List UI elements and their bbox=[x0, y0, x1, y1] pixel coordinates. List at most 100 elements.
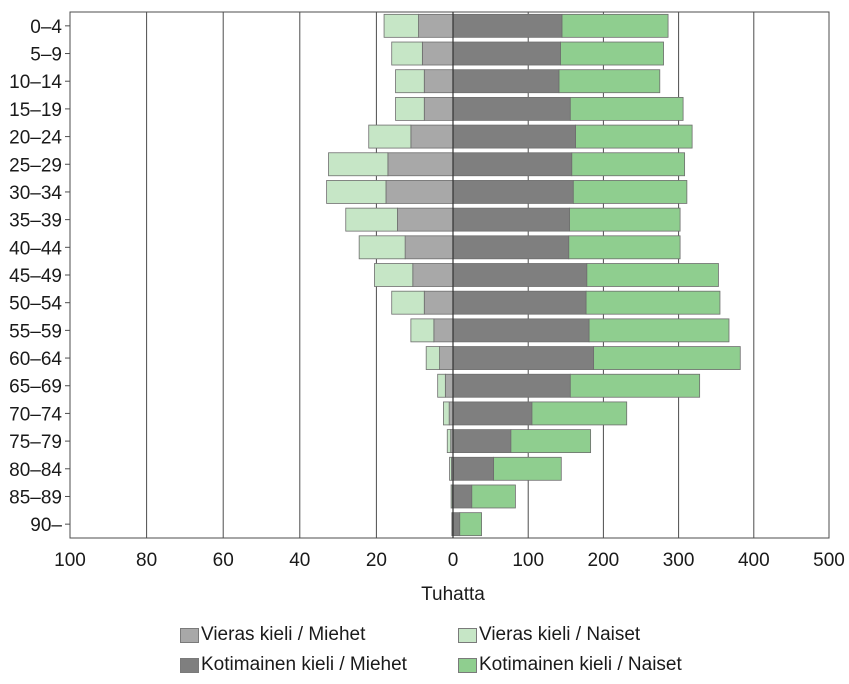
age-label-6: 30–34 bbox=[9, 183, 62, 204]
bar-right-green-age-4 bbox=[575, 124, 693, 149]
bar-left-grey-age-9 bbox=[412, 263, 454, 287]
bar-right-green-age-16 bbox=[493, 456, 562, 481]
age-label-2: 10–14 bbox=[9, 72, 62, 93]
x-tick-left-100: 100 bbox=[54, 550, 86, 571]
bar-left-grey-age-6 bbox=[385, 180, 454, 204]
bar-left-green-age-3 bbox=[395, 96, 425, 121]
age-label-16: 80–84 bbox=[9, 460, 62, 481]
age-label-11: 55–59 bbox=[9, 321, 62, 342]
legend-label-kotimainen-miehet: Kotimainen kieli / Miehet bbox=[201, 654, 407, 675]
population-pyramid-chart: 0–4 5–9 10–14 15–19 20–24 25–29 30–34 35–39 40–4… bbox=[9, 11, 845, 605]
bar-right-green-age-15 bbox=[510, 429, 592, 454]
legend-swatch-vieras-naiset bbox=[458, 627, 477, 643]
bar-left-grey-age-11 bbox=[433, 318, 454, 343]
bar-left-green-age-10 bbox=[391, 290, 425, 315]
legend-swatch-kotimainen-miehet bbox=[180, 657, 199, 673]
x-tick-left-60: 60 bbox=[213, 550, 234, 571]
x-tick-right-500: 500 bbox=[813, 550, 845, 571]
age-label-4: 20–24 bbox=[9, 128, 62, 149]
x-tick-labels: 100 80 60 40 20 0 100 200 300 400 500 bbox=[54, 550, 845, 571]
bar-left-grey-age-13 bbox=[444, 373, 454, 398]
bar-right-grey-age-1 bbox=[452, 41, 561, 66]
bar-right-grey-age-0 bbox=[452, 13, 563, 38]
bar-right-grey-age-8 bbox=[452, 235, 570, 260]
bar-left-green-age-9 bbox=[374, 263, 414, 287]
age-label-0: 0–4 bbox=[30, 17, 62, 38]
bar-right-green-age-8 bbox=[568, 235, 681, 260]
x-tick-right-300: 300 bbox=[663, 550, 695, 571]
bar-right-green-age-7 bbox=[569, 207, 681, 232]
x-tick-left-20: 20 bbox=[366, 550, 387, 571]
age-label-8: 40–44 bbox=[9, 238, 62, 259]
bar-right-grey-age-4 bbox=[452, 124, 576, 149]
age-label-18: 90– bbox=[30, 515, 62, 536]
bar-left-grey-age-0 bbox=[418, 13, 454, 38]
bar-right-grey-age-13 bbox=[452, 373, 571, 398]
legend-item-vieras-naiset: Vieras kieli / Naiset bbox=[458, 624, 640, 646]
bar-right-grey-age-14 bbox=[452, 401, 533, 426]
bar-left-green-age-0 bbox=[383, 13, 419, 38]
bars-group bbox=[326, 13, 741, 537]
bar-left-green-age-1 bbox=[391, 41, 423, 66]
bar-left-green-age-13 bbox=[437, 373, 446, 398]
bar-right-grey-age-15 bbox=[452, 429, 512, 454]
bar-right-grey-age-11 bbox=[452, 318, 590, 343]
bar-left-grey-age-4 bbox=[410, 124, 454, 149]
bar-right-grey-age-12 bbox=[452, 346, 595, 370]
bar-right-green-age-2 bbox=[558, 69, 661, 94]
age-label-17: 85–89 bbox=[9, 487, 62, 508]
bar-left-green-age-15 bbox=[446, 429, 452, 454]
bar-right-green-age-17 bbox=[471, 484, 516, 509]
age-label-10: 50–54 bbox=[9, 294, 62, 315]
legend-swatch-kotimainen-naiset bbox=[458, 657, 477, 673]
bar-right-green-age-6 bbox=[572, 180, 688, 204]
bar-left-grey-age-12 bbox=[439, 346, 454, 370]
x-tick-right-100: 100 bbox=[512, 550, 544, 571]
bar-left-green-age-6 bbox=[326, 180, 387, 204]
bar-right-grey-age-17 bbox=[452, 484, 473, 509]
age-labels: 0–4 5–9 10–14 15–19 20–24 25–29 30–34 35–39 40–4… bbox=[9, 17, 70, 536]
age-label-9: 45–49 bbox=[9, 266, 62, 287]
age-label-13: 65–69 bbox=[9, 377, 62, 398]
bar-right-green-age-10 bbox=[585, 290, 721, 315]
age-label-14: 70–74 bbox=[9, 404, 62, 425]
bar-right-grey-age-7 bbox=[452, 207, 570, 232]
age-label-12: 60–64 bbox=[9, 349, 62, 370]
x-axis-title: Tuhatta bbox=[421, 584, 485, 605]
legend-label-vieras-naiset: Vieras kieli / Naiset bbox=[479, 624, 641, 645]
bar-left-green-age-2 bbox=[395, 69, 425, 94]
bar-right-green-age-3 bbox=[569, 96, 684, 121]
bar-right-grey-age-10 bbox=[452, 290, 587, 315]
bar-left-grey-age-7 bbox=[397, 207, 454, 232]
bar-left-green-age-12 bbox=[425, 346, 440, 370]
legend: Vieras kieli / Miehet Vieras kieli / Nai… bbox=[180, 624, 740, 684]
x-tick-right-400: 400 bbox=[738, 550, 770, 571]
bar-left-grey-age-1 bbox=[421, 41, 454, 66]
bar-right-green-age-1 bbox=[560, 41, 664, 66]
bar-left-green-age-7 bbox=[345, 207, 398, 232]
bar-left-green-age-17 bbox=[450, 484, 453, 509]
bar-right-grey-age-6 bbox=[452, 180, 574, 204]
legend-swatch-vieras-miehet bbox=[180, 627, 199, 643]
legend-label-vieras-miehet: Vieras kieli / Miehet bbox=[201, 624, 366, 645]
bar-left-grey-age-2 bbox=[423, 69, 454, 94]
bar-right-green-age-18 bbox=[459, 512, 482, 537]
bar-left-green-age-4 bbox=[368, 124, 412, 149]
legend-label-kotimainen-naiset: Kotimainen kieli / Naiset bbox=[479, 654, 682, 675]
age-label-15: 75–79 bbox=[9, 432, 62, 453]
x-tick-left-80: 80 bbox=[136, 550, 157, 571]
bar-right-green-age-14 bbox=[531, 401, 628, 426]
bar-left-grey-age-5 bbox=[387, 152, 454, 177]
bar-right-green-age-11 bbox=[588, 318, 730, 343]
age-label-3: 15–19 bbox=[9, 100, 62, 121]
bar-right-green-age-13 bbox=[569, 373, 701, 398]
age-label-5: 25–29 bbox=[9, 155, 62, 176]
bar-right-green-age-9 bbox=[586, 263, 719, 287]
bar-left-grey-age-3 bbox=[423, 96, 454, 121]
bar-right-grey-age-2 bbox=[452, 69, 560, 94]
legend-item-vieras-miehet: Vieras kieli / Miehet bbox=[180, 624, 365, 646]
bar-left-grey-age-10 bbox=[423, 290, 454, 315]
bar-left-green-age-8 bbox=[358, 235, 406, 260]
bar-right-grey-age-5 bbox=[452, 152, 573, 177]
bar-right-green-age-12 bbox=[593, 346, 741, 370]
